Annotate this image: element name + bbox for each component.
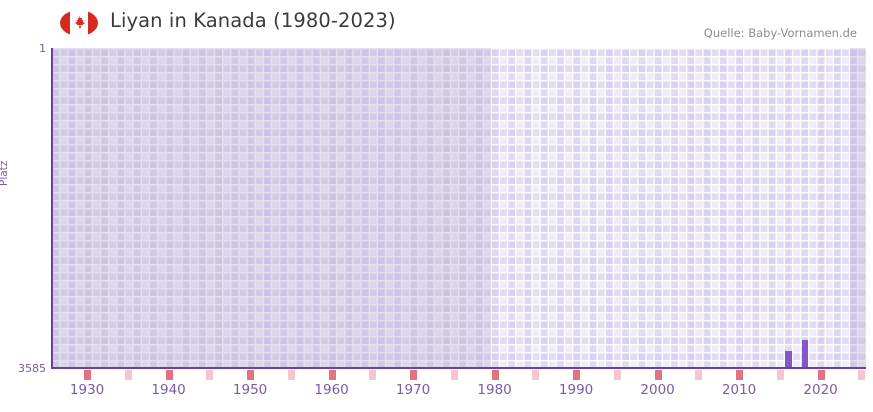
x-tick-minor-1945	[206, 370, 214, 380]
x-tick-major-1980	[491, 370, 499, 380]
x-tick-major-1940	[165, 370, 173, 380]
x-axis-line	[51, 367, 866, 369]
x-tick-major-1970	[410, 370, 418, 380]
x-axis-label-1970: 1970	[395, 382, 431, 398]
x-axis-ticks	[51, 370, 866, 380]
y-axis-tick-top: 1	[0, 42, 46, 55]
x-tick-major-1930	[84, 370, 92, 380]
chart-header: Liyan in Kanada (1980-2023) Quelle: Baby…	[0, 0, 873, 44]
y-axis-tick-top-label: 1	[39, 42, 46, 55]
x-axis-label-1990: 1990	[558, 382, 594, 398]
x-tick-minor-1985	[532, 370, 540, 380]
x-tick-minor-2015	[776, 370, 784, 380]
x-tick-major-2000	[654, 370, 662, 380]
x-tick-minor-2005	[695, 370, 703, 380]
x-axis-label-1960: 1960	[314, 382, 349, 398]
plot-gridlines	[51, 48, 866, 368]
x-tick-minor-1955	[287, 370, 295, 380]
x-axis-label-1980: 1980	[477, 382, 512, 398]
x-tick-minor-1995	[613, 370, 621, 380]
x-axis-label-2010: 2010	[721, 382, 757, 398]
source-attribution: Quelle: Baby-Vornamen.de	[703, 26, 857, 40]
bar-2016	[785, 350, 792, 368]
x-tick-minor-2025	[858, 370, 866, 380]
x-tick-major-1960	[328, 370, 336, 380]
x-axis-label-1940: 1940	[151, 382, 186, 398]
y-axis-line	[51, 48, 53, 369]
x-tick-minor-1935	[124, 370, 132, 380]
canada-flag-icon	[60, 10, 98, 36]
bar-2018	[801, 339, 808, 368]
plot-area	[51, 48, 866, 369]
x-axis-label-2020: 2020	[803, 382, 838, 398]
y-axis-title: Platz	[0, 160, 10, 186]
bar-series	[51, 48, 866, 368]
x-axis-label-1930: 1930	[69, 382, 105, 398]
x-tick-minor-1975	[450, 370, 458, 380]
x-axis-label-2000: 2000	[640, 382, 675, 398]
page-title: Liyan in Kanada (1980-2023)	[110, 9, 396, 32]
y-axis-tick-bottom-label: 3585	[18, 362, 46, 375]
x-tick-major-1990	[573, 370, 581, 380]
x-tick-major-2010	[736, 370, 744, 380]
x-axis-label-1950: 1950	[232, 382, 268, 398]
y-axis-tick-bottom: 3585	[0, 362, 46, 375]
x-axis-labels: 1930 1940 1950 1960 1970 1980 1990 2000 2010 2020	[51, 382, 866, 402]
x-tick-major-1950	[247, 370, 255, 380]
x-tick-minor-1965	[369, 370, 377, 380]
x-tick-major-2020	[817, 370, 825, 380]
